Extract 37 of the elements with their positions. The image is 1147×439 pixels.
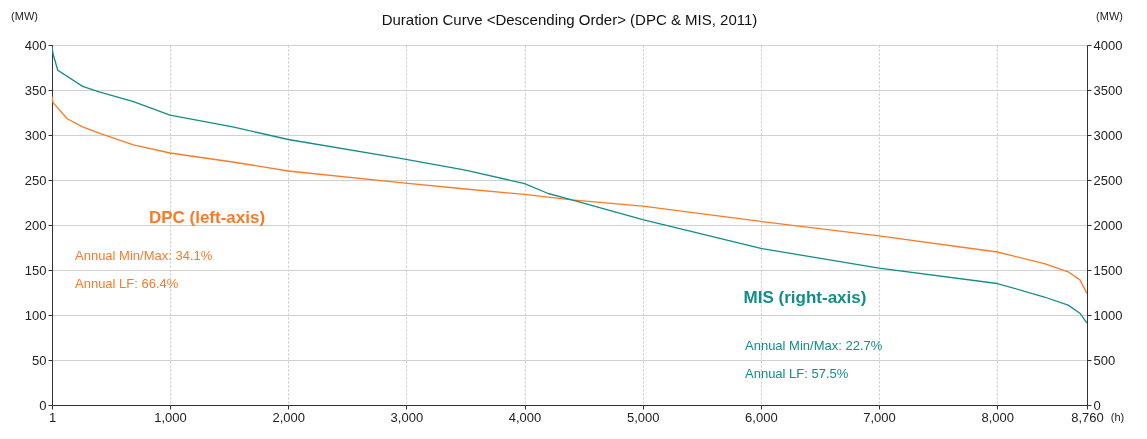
y2-tick-label: 2000 (1093, 217, 1123, 233)
y-tick-label: 400 (24, 37, 47, 53)
annotation: Annual LF: 57.5% (745, 366, 849, 381)
y-axis-title: (MW) (11, 9, 38, 22)
y-tick-label: 0 (39, 397, 47, 413)
y-tick-label: 200 (24, 217, 47, 233)
annotation: Annual Min/Max: 22.7% (745, 338, 883, 353)
y-tick-label: 100 (24, 307, 47, 323)
y2-tick-label: 1000 (1093, 307, 1123, 323)
y-tick-label: 250 (24, 172, 47, 188)
annotation: Annual Min/Max: 34.1% (75, 248, 213, 263)
y2-tick-label: 3500 (1093, 82, 1123, 98)
y2-tick-label: 1500 (1093, 262, 1123, 278)
y2-axis-title: (MW) (1096, 9, 1123, 22)
x-tick-label: 2,000 (272, 409, 305, 425)
y-tick-label: 300 (24, 127, 47, 143)
x-tick-label: 3,000 (390, 409, 424, 425)
y-tick-label: 150 (24, 262, 47, 278)
y2-tick-label: 2500 (1093, 172, 1123, 188)
y2-tick-label: 3000 (1093, 127, 1123, 143)
line-series (52, 46, 1087, 324)
chart-title: Duration Curve <Descending Order> (DPC & MIS, 2011) (381, 11, 758, 28)
x-tick-label: 8,000 (981, 409, 1014, 425)
y2-tick-label: 500 (1093, 352, 1116, 368)
y2-tick-label: 4000 (1093, 37, 1123, 53)
annotation: Annual LF: 66.4% (75, 276, 179, 291)
y-tick-label: 50 (32, 352, 47, 368)
x-tick-label: 5,000 (626, 409, 660, 425)
x-tick-label: 1 (48, 409, 57, 425)
x-tick-label: 1,000 (154, 409, 187, 425)
x-tick-label: 6,000 (745, 409, 778, 425)
x-axis-title: (h) (1110, 410, 1125, 423)
x-tick-label: 4,000 (508, 409, 542, 425)
y-tick-label: 350 (24, 82, 47, 98)
series-label: MIS (right-axis) (743, 288, 867, 307)
x-tick-label: 7,000 (863, 409, 896, 425)
text: DPC (left-axis) (148, 208, 266, 227)
